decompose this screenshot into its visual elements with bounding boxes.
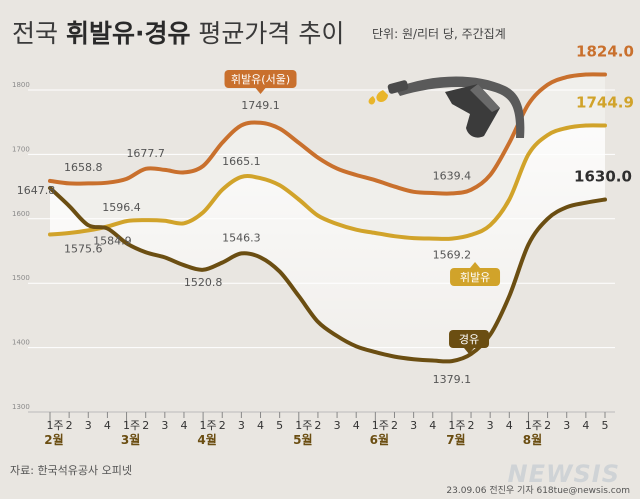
x-tick-label: 3 bbox=[334, 419, 341, 432]
month-label: 7월 bbox=[446, 432, 465, 447]
fuel-nozzle-icon bbox=[368, 76, 525, 138]
credit-text: 23.09.06 전진우 기자 618tue@newsis.com bbox=[446, 485, 630, 496]
series-tag-pointer bbox=[255, 88, 266, 94]
x-tick-label: 2 bbox=[314, 419, 321, 432]
x-axis: 1주 2 3 4 1주 2 3 4 1주 2 3 4 5 1주 2 3 4 1주 2 3 4 1주 2 3 4 1주 2 3 4 52월 3… bbox=[28, 411, 615, 447]
y-tick-label: 1700 bbox=[12, 145, 30, 153]
series-tag-pointer bbox=[464, 348, 475, 354]
y-tick-label: 1300 bbox=[12, 403, 30, 411]
band bbox=[50, 74, 605, 362]
data-label: 1584.9 bbox=[93, 235, 132, 248]
x-tick-label: 1주 bbox=[525, 419, 542, 432]
gasoline-diesel-band bbox=[50, 125, 605, 362]
gasoline-line bbox=[48, 123, 607, 241]
x-tick-label: 2 bbox=[468, 419, 475, 432]
x-tick-label: 1주 bbox=[372, 419, 389, 432]
month-label: 8월 bbox=[523, 432, 542, 447]
x-tick-label: 2 bbox=[66, 419, 73, 432]
month-label: 4월 bbox=[197, 432, 216, 447]
x-tick-label: 1주 bbox=[46, 419, 63, 432]
x-tick-label: 2 bbox=[142, 419, 149, 432]
chart-title: 전국 휘발유·경유 평균가격 추이 bbox=[12, 19, 344, 48]
series-tag-label: 휘발유(서울) bbox=[231, 73, 290, 86]
x-tick-label: 4 bbox=[506, 419, 513, 432]
x-tick-label: 3 bbox=[85, 419, 92, 432]
y-tick-label: 1600 bbox=[12, 210, 30, 218]
title-suffix: 평균가격 추이 bbox=[190, 19, 344, 48]
data-label: 1630.0 bbox=[574, 167, 632, 185]
title-prefix: 전국 bbox=[12, 19, 66, 48]
x-tick-label: 4 bbox=[429, 419, 436, 432]
x-tick-label: 3 bbox=[161, 419, 168, 432]
diesel-line bbox=[48, 186, 607, 364]
x-tick-label: 4 bbox=[180, 419, 187, 432]
month-label: 2월 bbox=[44, 432, 63, 447]
seoul-gasoline-band bbox=[50, 74, 605, 239]
x-tick-label: 2 bbox=[219, 419, 226, 432]
x-tick-label: 1주 bbox=[448, 419, 465, 432]
data-label: 1379.1 bbox=[433, 373, 472, 386]
y-tick-label: 1500 bbox=[12, 274, 30, 282]
x-tick-label: 4 bbox=[582, 419, 589, 432]
series-tag-label: 휘발유 bbox=[460, 271, 490, 284]
x-tick-label: 1주 bbox=[295, 419, 312, 432]
data-label: 1749.1 bbox=[241, 99, 280, 112]
x-tick-label: 5 bbox=[602, 419, 609, 432]
series-tag-box bbox=[449, 330, 490, 348]
x-tick-label: 4 bbox=[104, 419, 111, 432]
data-label: 1520.8 bbox=[184, 276, 223, 289]
data-labels: 1658.8 1677.7 1749.1 1639.4 1824.0 1575.6 1596… bbox=[17, 43, 634, 387]
series-tag-pointer bbox=[470, 262, 481, 268]
x-tick-label: 2 bbox=[391, 419, 398, 432]
month-label: 5월 bbox=[293, 432, 312, 447]
data-label: 1575.6 bbox=[64, 243, 103, 256]
seoul-gasoline-line bbox=[48, 72, 607, 196]
data-label: 1647.8 bbox=[17, 184, 56, 197]
data-label: 1824.0 bbox=[576, 43, 634, 61]
series-tag-box bbox=[450, 268, 501, 286]
x-tick-label: 4 bbox=[353, 419, 360, 432]
series-lines bbox=[48, 72, 607, 364]
x-tick-label: 5 bbox=[276, 419, 283, 432]
y-tick-label: 1400 bbox=[12, 339, 30, 347]
data-label: 1546.3 bbox=[222, 231, 261, 244]
x-tick-label: 2 bbox=[544, 419, 551, 432]
x-tick-label: 4 bbox=[257, 419, 264, 432]
y-tick-label: 1800 bbox=[12, 81, 30, 89]
data-label: 1596.4 bbox=[102, 201, 141, 214]
data-label: 1744.9 bbox=[576, 93, 634, 111]
month-label: 6월 bbox=[370, 432, 389, 447]
data-label: 1677.7 bbox=[126, 147, 165, 160]
month-label: 3월 bbox=[121, 432, 140, 447]
x-tick-label: 1주 bbox=[200, 419, 217, 432]
data-label: 1665.1 bbox=[222, 155, 261, 168]
unit-note: 단위: 원/리터 당, 주간집계 bbox=[372, 27, 506, 41]
x-tick-label: 3 bbox=[487, 419, 494, 432]
x-tick-label: 3 bbox=[410, 419, 417, 432]
series-tag-label: 경유 bbox=[459, 333, 479, 346]
title-bold: 휘발유·경유 bbox=[66, 19, 191, 48]
x-tick-label: 1주 bbox=[123, 419, 140, 432]
x-tick-label: 3 bbox=[563, 419, 570, 432]
newsis-logo: NEWSIS bbox=[508, 460, 620, 488]
data-label: 1658.8 bbox=[64, 161, 103, 174]
series-tag-box bbox=[224, 70, 297, 88]
data-label: 1639.4 bbox=[433, 169, 472, 182]
source-text: 자료: 한국석유공사 오피넷 bbox=[10, 464, 132, 477]
data-label: 1569.2 bbox=[433, 249, 472, 262]
x-tick-label: 3 bbox=[238, 419, 245, 432]
